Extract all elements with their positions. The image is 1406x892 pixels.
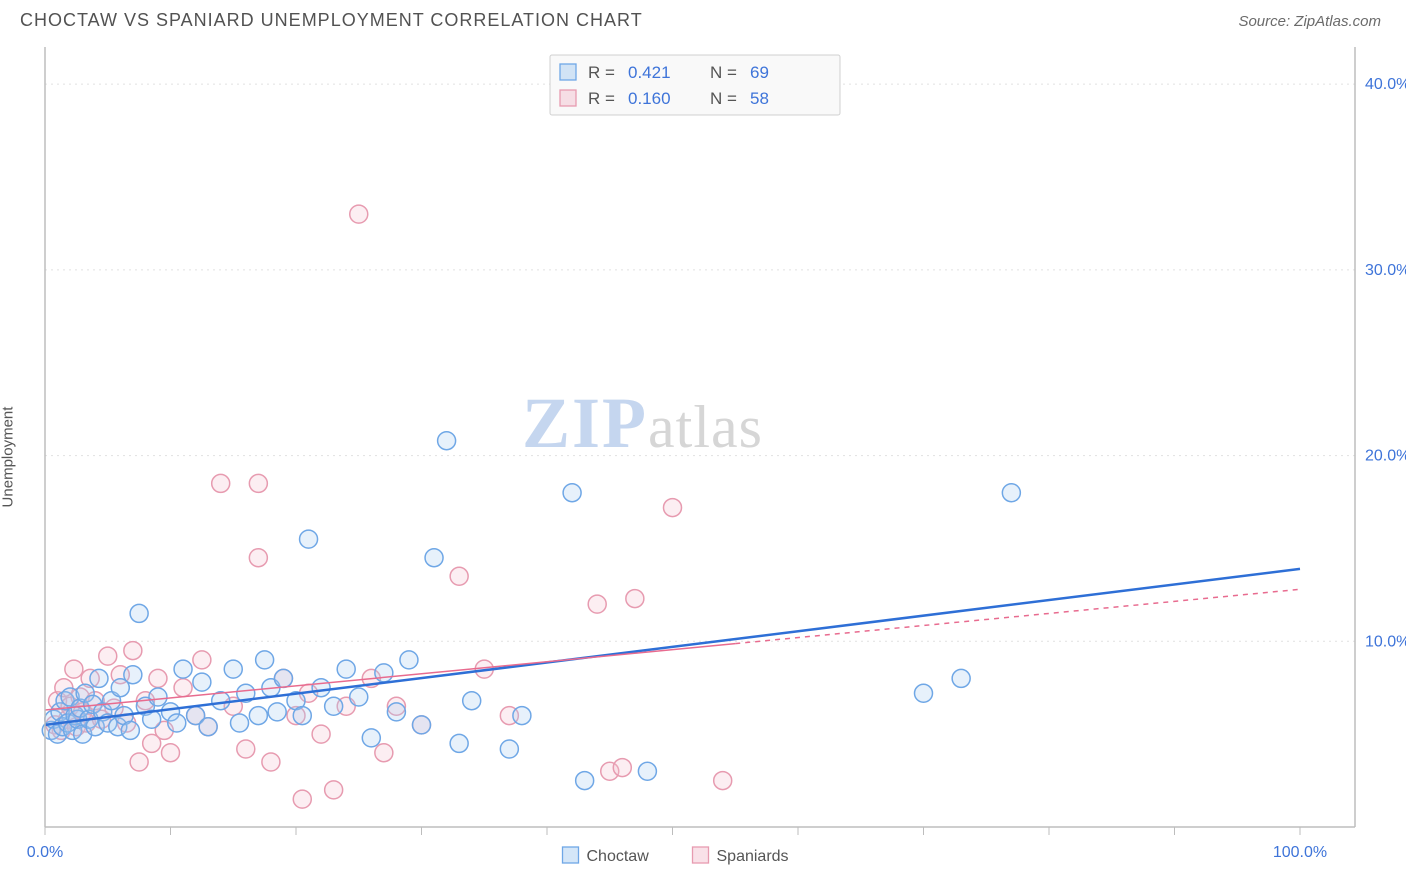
footer-legend-swatch <box>563 847 579 863</box>
choctaw-point <box>1002 484 1020 502</box>
choctaw-point <box>199 718 217 736</box>
choctaw-point <box>249 707 267 725</box>
r-value: 0.160 <box>628 89 671 108</box>
choctaw-point <box>124 666 142 684</box>
spaniards-point <box>664 499 682 517</box>
legend-swatch <box>560 64 576 80</box>
y-tick-label: 20.0% <box>1365 448 1406 465</box>
choctaw-point <box>375 664 393 682</box>
spaniards-point <box>613 759 631 777</box>
spaniards-point <box>262 753 280 771</box>
scatter-chart: ZIPatlas 0.0% 100.0% 10.0% 20.0% 30.0% 40.0% R … <box>0 37 1406 877</box>
choctaw-point <box>231 714 249 732</box>
spaniards-point <box>237 740 255 758</box>
chart-container: Unemployment ZIPatlas 0.0% 100.0% 10.0% 20.0… <box>0 37 1406 877</box>
spaniards-point <box>350 205 368 223</box>
choctaw-point <box>450 734 468 752</box>
choctaw-point <box>256 651 274 669</box>
choctaw-point <box>274 669 292 687</box>
spaniards-point <box>450 567 468 585</box>
spaniards-point <box>626 590 644 608</box>
choctaw-point <box>325 697 343 715</box>
choctaw-point <box>268 703 286 721</box>
footer-legend-label: Choctaw <box>587 848 650 865</box>
spaniards-point <box>312 725 330 743</box>
choctaw-point <box>500 740 518 758</box>
choctaw-point <box>300 530 318 548</box>
spaniards-point <box>325 781 343 799</box>
spaniards-point <box>249 549 267 567</box>
spaniards-point <box>212 474 230 492</box>
choctaw-point <box>915 684 933 702</box>
choctaw-point <box>362 729 380 747</box>
footer-legend-swatch <box>693 847 709 863</box>
spaniards-point <box>124 642 142 660</box>
choctaw-point <box>576 772 594 790</box>
svg-text:ZIPatlas: ZIPatlas <box>522 383 763 463</box>
source-attribution: Source: ZipAtlas.com <box>1238 13 1381 30</box>
choctaw-point <box>952 669 970 687</box>
choctaw-point <box>425 549 443 567</box>
spaniards-point <box>162 744 180 762</box>
choctaw-point <box>293 707 311 725</box>
spaniards-point <box>293 790 311 808</box>
spaniards-point <box>65 660 83 678</box>
svg-text:R =: R = <box>588 63 615 82</box>
choctaw-point <box>121 721 139 739</box>
legend-swatch <box>560 90 576 106</box>
choctaw-point <box>224 660 242 678</box>
n-value: 69 <box>750 63 769 82</box>
choctaw-point <box>463 692 481 710</box>
spaniards-point <box>249 474 267 492</box>
choctaw-point <box>413 716 431 734</box>
footer-legend-label: Spaniards <box>717 848 789 865</box>
trend-line-extrap <box>45 569 1300 725</box>
y-tick-label: 30.0% <box>1365 262 1406 279</box>
choctaw-point <box>513 707 531 725</box>
choctaw-point <box>563 484 581 502</box>
trend-line-extrap <box>735 589 1300 643</box>
spaniards-point <box>193 651 211 669</box>
svg-text:R =: R = <box>588 89 615 108</box>
svg-text:N =: N = <box>710 63 737 82</box>
spaniards-point <box>130 753 148 771</box>
choctaw-point <box>438 432 456 450</box>
svg-text:N =: N = <box>710 89 737 108</box>
choctaw-point <box>638 762 656 780</box>
r-value: 0.421 <box>628 63 671 82</box>
y-tick-label: 10.0% <box>1365 633 1406 650</box>
choctaw-point <box>149 688 167 706</box>
x-tick-label: 100.0% <box>1273 844 1327 861</box>
spaniards-point <box>375 744 393 762</box>
choctaw-point <box>130 604 148 622</box>
x-tick-label: 0.0% <box>27 844 63 861</box>
chart-title: CHOCTAW VS SPANIARD UNEMPLOYMENT CORRELA… <box>20 10 643 31</box>
spaniards-point <box>99 647 117 665</box>
spaniards-point <box>149 669 167 687</box>
choctaw-point <box>350 688 368 706</box>
spaniards-point <box>714 772 732 790</box>
y-axis-label: Unemployment <box>0 407 17 508</box>
choctaw-point <box>400 651 418 669</box>
spaniards-point <box>174 679 192 697</box>
choctaw-point <box>387 703 405 721</box>
y-tick-label: 40.0% <box>1365 76 1406 93</box>
choctaw-point <box>174 660 192 678</box>
n-value: 58 <box>750 89 769 108</box>
choctaw-point <box>312 679 330 697</box>
choctaw-point <box>337 660 355 678</box>
choctaw-point <box>90 669 108 687</box>
choctaw-point <box>193 673 211 691</box>
spaniards-point <box>588 595 606 613</box>
choctaw-point <box>168 714 186 732</box>
header-bar: CHOCTAW VS SPANIARD UNEMPLOYMENT CORRELA… <box>0 0 1406 37</box>
